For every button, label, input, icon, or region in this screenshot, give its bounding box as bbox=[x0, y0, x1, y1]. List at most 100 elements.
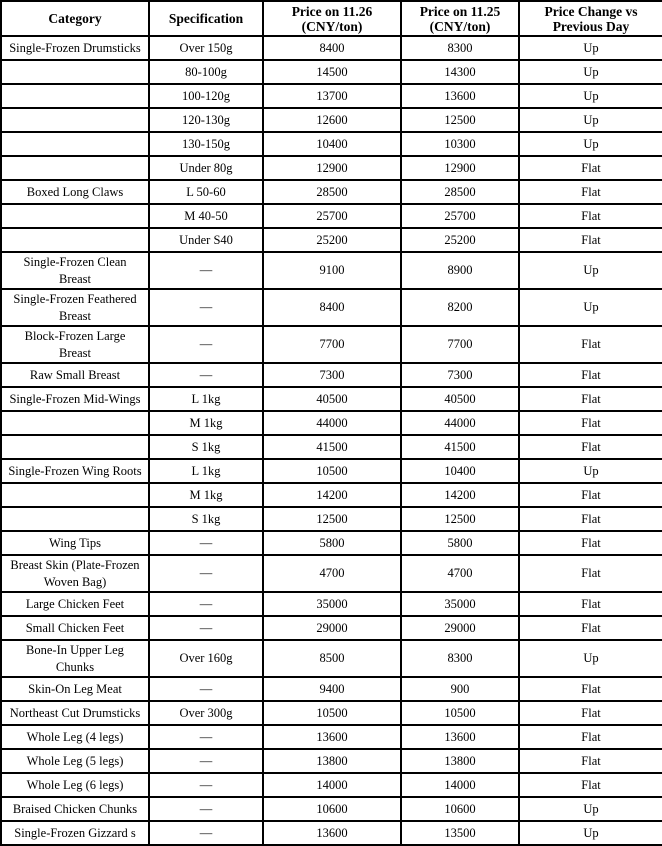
cell-price-1125: 8900 bbox=[400, 251, 520, 290]
cell-category bbox=[0, 506, 150, 532]
cell-specification: — bbox=[148, 251, 264, 290]
cell-change: Flat bbox=[518, 676, 662, 702]
cell-category: Single-Frozen Wing Roots bbox=[0, 458, 150, 484]
cell-change: Flat bbox=[518, 554, 662, 593]
table-row: Under S40 25200 25200 Flat bbox=[0, 227, 662, 253]
cell-specification: S 1kg bbox=[148, 506, 264, 532]
table-row: Whole Leg (6 legs) —14000 14000 Flat bbox=[0, 772, 662, 798]
cell-category: Single-Frozen Clean Breast bbox=[0, 251, 150, 290]
header-price-change: Price Change vs Previous Day bbox=[518, 0, 662, 37]
table-row: 100-120g 13700 13600 Up bbox=[0, 83, 662, 109]
cell-price-1125: 13600 bbox=[400, 83, 520, 109]
table-row: Under 80g 12900 12900 Flat bbox=[0, 155, 662, 181]
cell-price-1125: 14300 bbox=[400, 59, 520, 85]
cell-category bbox=[0, 227, 150, 253]
cell-category bbox=[0, 434, 150, 460]
cell-change: Flat bbox=[518, 203, 662, 229]
cell-category: Wing Tips bbox=[0, 530, 150, 556]
cell-price-1125: 35000 bbox=[400, 591, 520, 617]
table-row: Single-Frozen Mid-Wings L 1kg 40500 40500 Fl… bbox=[0, 386, 662, 412]
cell-price-1125: 4700 bbox=[400, 554, 520, 593]
cell-price-1126: 35000 bbox=[262, 591, 402, 617]
cell-specification: 120-130g bbox=[148, 107, 264, 133]
cell-change: Up bbox=[518, 131, 662, 157]
cell-price-1125: 13500 bbox=[400, 820, 520, 846]
cell-change: Up bbox=[518, 288, 662, 327]
cell-price-1125: 8300 bbox=[400, 639, 520, 678]
cell-change: Up bbox=[518, 83, 662, 109]
cell-price-1125: 8200 bbox=[400, 288, 520, 327]
table-row: Large Chicken Feet —35000 35000 Flat bbox=[0, 591, 662, 617]
table-row: M 1kg 44000 44000 Flat bbox=[0, 410, 662, 436]
cell-price-1125: 10500 bbox=[400, 700, 520, 726]
table-row: Northeast Cut Drumsticks Over 300g 10500 10… bbox=[0, 700, 662, 726]
cell-price-1125: 28500 bbox=[400, 179, 520, 205]
cell-price-1126: 14200 bbox=[262, 482, 402, 508]
cell-category: Bone-In Upper Leg Chunks bbox=[0, 639, 150, 678]
cell-category bbox=[0, 482, 150, 508]
cell-change: Flat bbox=[518, 724, 662, 750]
cell-change: Up bbox=[518, 59, 662, 85]
cell-specification: — bbox=[148, 288, 264, 327]
cell-change: Flat bbox=[518, 362, 662, 388]
cell-price-1125: 10400 bbox=[400, 458, 520, 484]
cell-price-1126: 7700 bbox=[262, 325, 402, 364]
cell-category: Single-Frozen Feathered Breast bbox=[0, 288, 150, 327]
table-row: 130-150g 10400 10300 Up bbox=[0, 131, 662, 157]
cell-price-1126: 7300 bbox=[262, 362, 402, 388]
cell-category: Braised Chicken Chunks bbox=[0, 796, 150, 822]
cell-specification: M 1kg bbox=[148, 410, 264, 436]
cell-specification: — bbox=[148, 772, 264, 798]
header-price-1126: Price on 11.26 (CNY/ton) bbox=[262, 0, 402, 37]
cell-change: Flat bbox=[518, 482, 662, 508]
cell-specification: Over 300g bbox=[148, 700, 264, 726]
cell-category: Raw Small Breast bbox=[0, 362, 150, 388]
cell-price-1126: 12500 bbox=[262, 506, 402, 532]
cell-price-1126: 9400 bbox=[262, 676, 402, 702]
cell-price-1126: 8500 bbox=[262, 639, 402, 678]
cell-price-1125: 12500 bbox=[400, 506, 520, 532]
table-row: S 1kg 12500 12500 Flat bbox=[0, 506, 662, 532]
cell-price-1125: 5800 bbox=[400, 530, 520, 556]
table-row: Single-Frozen Clean Breast —9100 8900 Up bbox=[0, 251, 662, 290]
cell-price-1126: 13700 bbox=[262, 83, 402, 109]
table-row: Raw Small Breast —7300 7300 Flat bbox=[0, 362, 662, 388]
cell-category: Whole Leg (6 legs) bbox=[0, 772, 150, 798]
cell-change: Flat bbox=[518, 179, 662, 205]
cell-price-1125: 12500 bbox=[400, 107, 520, 133]
cell-specification: — bbox=[148, 724, 264, 750]
cell-price-1126: 13800 bbox=[262, 748, 402, 774]
cell-price-1125: 10300 bbox=[400, 131, 520, 157]
cell-category: Block-Frozen Large Breast bbox=[0, 325, 150, 364]
cell-price-1126: 10600 bbox=[262, 796, 402, 822]
cell-price-1125: 44000 bbox=[400, 410, 520, 436]
table-row: Wing Tips —5800 5800 Flat bbox=[0, 530, 662, 556]
cell-category: Skin-On Leg Meat bbox=[0, 676, 150, 702]
cell-category bbox=[0, 131, 150, 157]
cell-category: Single-Frozen Gizzard s bbox=[0, 820, 150, 846]
cell-category: Small Chicken Feet bbox=[0, 615, 150, 641]
cell-specification: Under 80g bbox=[148, 155, 264, 181]
cell-price-1125: 13600 bbox=[400, 724, 520, 750]
cell-specification: L 1kg bbox=[148, 386, 264, 412]
cell-price-1126: 44000 bbox=[262, 410, 402, 436]
cell-category bbox=[0, 155, 150, 181]
table-row: Whole Leg (4 legs) —13600 13600 Flat bbox=[0, 724, 662, 750]
cell-specification: Under S40 bbox=[148, 227, 264, 253]
cell-change: Flat bbox=[518, 410, 662, 436]
cell-price-1126: 10500 bbox=[262, 700, 402, 726]
cell-category: Whole Leg (5 legs) bbox=[0, 748, 150, 774]
cell-price-1125: 10600 bbox=[400, 796, 520, 822]
cell-price-1126: 9100 bbox=[262, 251, 402, 290]
cell-change: Flat bbox=[518, 530, 662, 556]
cell-category bbox=[0, 203, 150, 229]
cell-category: Boxed Long Claws bbox=[0, 179, 150, 205]
cell-price-1126: 8400 bbox=[262, 35, 402, 61]
table-row: Single-Frozen Feathered Breast —8400 8200 U… bbox=[0, 288, 662, 327]
cell-change: Flat bbox=[518, 506, 662, 532]
cell-specification: L 1kg bbox=[148, 458, 264, 484]
table-row: Skin-On Leg Meat —9400 900 Flat bbox=[0, 676, 662, 702]
cell-specification: — bbox=[148, 676, 264, 702]
cell-price-1126: 29000 bbox=[262, 615, 402, 641]
header-specification: Specification bbox=[148, 0, 264, 37]
